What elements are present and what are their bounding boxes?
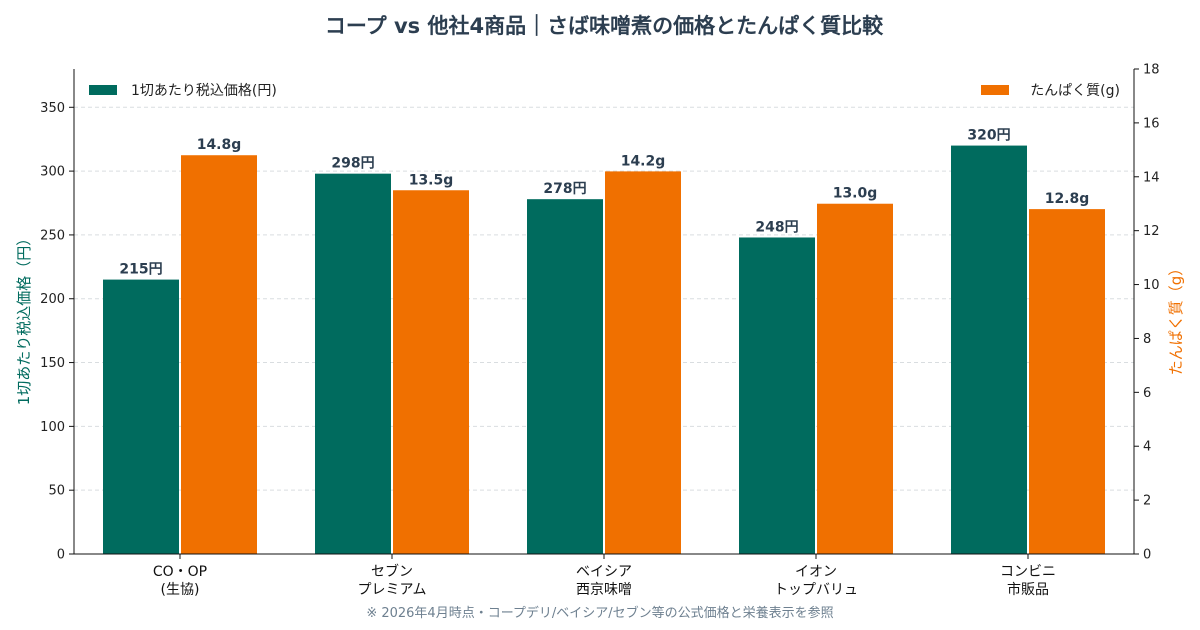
y-right-tick-label: 10 [1143,278,1160,293]
y-right-tick-label: 16 [1143,116,1160,131]
price-bar [951,145,1027,554]
y-left-tick-label: 250 [40,228,65,243]
category-label: イオン [795,564,837,580]
category-label: CO・OP [153,564,207,580]
y-right-tick-label: 14 [1143,170,1160,185]
legend-label-price: 1切あたり税込価格(円) [131,83,277,99]
category-label: ベイシア [576,564,632,580]
legend-swatch-price [89,85,117,95]
protein-data-label: 14.8g [197,137,242,153]
price-bar [103,279,179,554]
price-data-label: 298円 [331,156,374,172]
category-label: (生協) [161,582,200,598]
category-label: 市販品 [1007,581,1049,598]
protein-data-label: 13.5g [409,172,454,188]
category-label: コンビニ [1000,564,1056,580]
price-bar [739,237,815,554]
legend-swatch-protein [981,85,1009,95]
y-right-tick-label: 8 [1143,332,1151,347]
protein-data-label: 12.8g [1045,191,1090,207]
price-data-label: 215円 [119,262,162,278]
price-data-label: 320円 [967,128,1010,144]
data-labels: 215円 14.8g 298円 13.5g 278円 14.2g 248円 13.0g 320円… [119,128,1089,278]
price-bar [527,199,603,554]
category-label: トップバリュ [774,582,858,598]
y-left-tick-label: 300 [40,165,65,180]
y-right-tick-label: 6 [1143,386,1151,401]
protein-bar [181,155,257,554]
y-right-tick-label: 0 [1143,548,1151,563]
legend-left: 1切あたり税込価格(円) [89,83,277,99]
footnote: ※ 2026年4月時点・コープデリ/ベイシア/セブン等の公式価格と栄養表示を参照 [366,605,833,621]
y-left-tick-label: 0 [57,548,65,563]
bars [103,145,1105,554]
y-right-tick-label: 4 [1143,440,1151,455]
protein-data-label: 13.0g [833,186,878,202]
y-left-tick-label: 200 [40,292,65,307]
legend-right: たんぱく質(g) [981,83,1120,99]
price-data-label: 248円 [755,219,798,235]
y-right-tick-label: 18 [1143,63,1160,78]
protein-bar [605,171,681,554]
y-left-tick-label: 150 [40,356,65,371]
price-bar [315,173,391,554]
y-left-tick-label: 100 [40,420,65,435]
protein-bar [817,203,893,554]
y-axis-right-label: たんぱく質（g） [1167,261,1185,376]
y-left-tick-label: 50 [48,484,65,499]
protein-bar [1029,209,1105,554]
legend-label-protein: たんぱく質(g) [1030,83,1120,99]
y-right-tick-label: 2 [1143,494,1151,509]
category-label: セブン [371,563,413,580]
y-right-tick-label: 12 [1143,224,1160,239]
protein-bar [393,190,469,554]
protein-data-label: 14.2g [621,153,666,169]
y-left-tick-label: 350 [40,101,65,116]
category-label: 西京味噌 [576,582,632,598]
chart-title: コープ vs 他社4商品｜さば味噌煮の価格とたんぱく質比較 [325,14,884,38]
y-axis-left-label: 1切あたり税込価格（円） [15,231,33,406]
price-data-label: 278円 [543,181,586,197]
category-label: プレミアム [357,582,426,598]
ticks: 0 50 100 150 200 250 300 350 0 2 4 6 8 10 12 14 16 18 [40,63,1159,563]
